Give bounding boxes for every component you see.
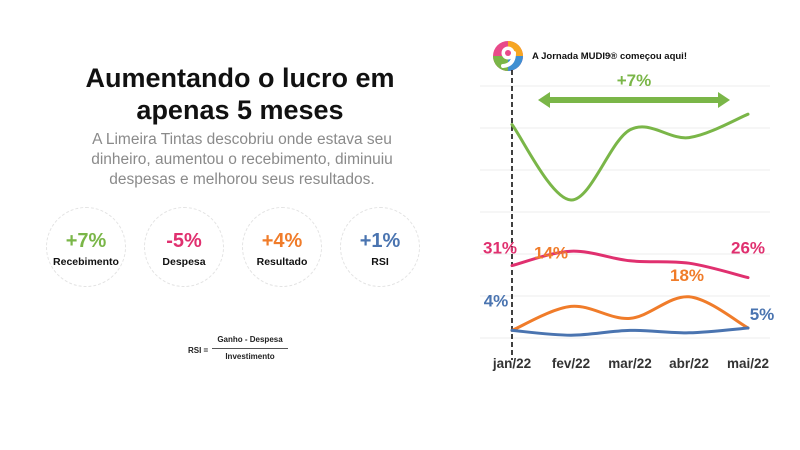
kpi-label: Despesa (162, 256, 206, 268)
x-tick-label-0: jan/22 (492, 356, 531, 371)
x-tick-label-4: mai/22 (727, 356, 769, 371)
kpi-resultado: +4% Resultado (242, 207, 322, 287)
series-line-recebimento (510, 112, 750, 202)
logo-text: A Jornada MUDI9® começou aqui! (532, 51, 687, 62)
series-line-rsi (510, 326, 750, 337)
kpi-value: +7% (65, 230, 107, 252)
kpi-recebimento: +7% Recebimento (46, 207, 126, 287)
data-label-despesa-0: 31% (483, 239, 517, 258)
data-label-despesa-4: 26% (731, 239, 765, 258)
growth-label: +7% (617, 71, 652, 90)
headline-line-2: apenas 5 meses (136, 95, 344, 125)
kpi-label: RSI (371, 256, 389, 268)
kpi-label: Recebimento (53, 256, 119, 268)
series-line-despesa (510, 249, 750, 280)
chart-data-labels: 31% 26% 14% 18% 4% 5% (483, 239, 774, 324)
formula-numerator: Ganho - Despesa (217, 335, 283, 344)
kpi-label: Resultado (256, 256, 308, 268)
growth-arrow-right-head (718, 92, 730, 108)
x-tick-label-2: mar/22 (608, 356, 652, 371)
kpi-value: +4% (261, 230, 303, 252)
growth-arrow-left-head (538, 92, 550, 108)
subtitle-line-2: dinheiro, aumentou o recebimento, diminu… (91, 151, 393, 168)
kpi-rsi: +1% RSI (340, 207, 420, 287)
kpi-value: +1% (359, 230, 401, 252)
growth-annotation: +7% (538, 71, 730, 108)
x-tick-label-1: fev/22 (552, 356, 590, 371)
rsi-formula: RSI = Ganho - Despesa Investimento (188, 334, 328, 370)
kpi-row: +7% Recebimento -5% Despesa +4% Resultad… (46, 207, 426, 287)
data-label-resultado-1: 14% (534, 243, 568, 262)
mudi9-logo-icon (493, 41, 523, 71)
x-tick-label-3: abr/22 (669, 356, 709, 371)
line-chart: +7% 31% 26% 14% 18% 4% 5% jan/22 fev/22 mar/22 a… (480, 70, 774, 371)
headline: Aumentando o lucro em apenas 5 meses (40, 62, 440, 126)
headline-line-1: Aumentando o lucro em (85, 63, 395, 93)
chart-series (510, 112, 750, 337)
subtitle: A Limeira Tintas descobriu onde estava s… (52, 130, 432, 190)
formula-fraction: Ganho - Despesa Investimento (212, 334, 288, 363)
subtitle-line-3: despesas e melhorou seus resultados. (109, 171, 375, 188)
data-label-rsi-4: 5% (750, 305, 775, 324)
subtitle-line-1: A Limeira Tintas descobriu onde estava s… (92, 131, 392, 148)
kpi-despesa: -5% Despesa (144, 207, 224, 287)
formula-denominator: Investimento (225, 352, 275, 361)
kpi-value: -5% (166, 230, 202, 252)
formula-divider (212, 348, 288, 349)
data-label-resultado-3: 18% (670, 266, 704, 285)
formula-lhs: RSI = (188, 346, 209, 355)
data-label-rsi-0: 4% (484, 291, 509, 310)
chart-x-ticks: jan/22 fev/22 mar/22 abr/22 mai/22 (492, 356, 769, 371)
series-line-resultado (510, 295, 750, 332)
